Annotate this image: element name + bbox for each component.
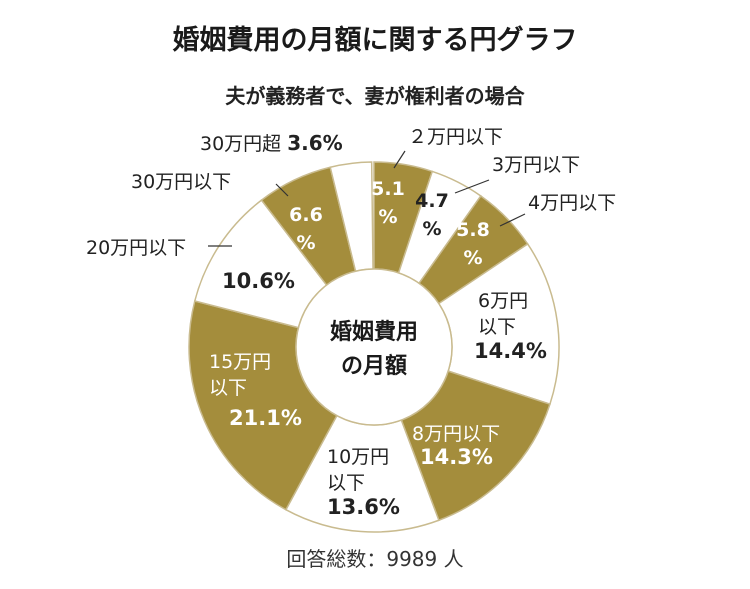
chart-subtitle: 夫が義務者で、妻が権利者の場合 bbox=[225, 84, 525, 108]
slice-1-value-label: 5.1 bbox=[371, 178, 405, 200]
slice-3-leader-line bbox=[499, 213, 526, 227]
slice-2-value-label: 4.7 bbox=[415, 190, 449, 212]
slice-7-category-label: 以下 bbox=[209, 377, 247, 399]
slice-3-category-label: 4万円以下 bbox=[528, 192, 616, 214]
slice-9-category-label: 30万円以下 bbox=[131, 171, 231, 193]
slice-10-category-label: 30万円超 3.6% bbox=[200, 131, 343, 155]
slice-9-value-percent: % bbox=[296, 232, 315, 254]
slice-6-category-label: 以下 bbox=[327, 472, 365, 494]
slice-3-value-label: 5.8 bbox=[456, 219, 490, 241]
slice-8-value-label: 10.6% bbox=[222, 269, 295, 293]
chart-title: 婚姻費用の月額に関する円グラフ bbox=[172, 25, 578, 56]
slice-4-category-label: 以下 bbox=[478, 316, 516, 338]
center-label: 婚姻費用 bbox=[330, 319, 418, 345]
slice-4-category-label: 6万円 bbox=[478, 290, 528, 312]
donut-hole bbox=[295, 268, 453, 426]
slice-4-value-label: 14.4% bbox=[474, 339, 547, 363]
slice-10-value-label: 3.6% bbox=[287, 131, 342, 155]
slice-1-leader-line bbox=[393, 150, 406, 169]
slice-9-value-label: 6.6 bbox=[289, 204, 323, 226]
slice-1-value-percent: % bbox=[378, 206, 397, 228]
slice-1-category-label: ２万円以下 bbox=[408, 126, 503, 148]
response-count: 回答総数：9989 人 bbox=[286, 547, 464, 571]
slice-6-category-label: 10万円 bbox=[327, 446, 389, 468]
center-label: の月額 bbox=[341, 353, 407, 379]
slice-5-category-label: 8万円以下 bbox=[412, 423, 500, 445]
slice-7-category-label: 15万円 bbox=[209, 351, 271, 373]
slice-2-leader-line bbox=[454, 179, 490, 194]
slice-6-value-label: 13.6% bbox=[327, 495, 400, 519]
slice-5-value-label: 14.3% bbox=[420, 445, 493, 469]
slice-2-category-label: 3万円以下 bbox=[492, 154, 580, 176]
slice-9-leader-line bbox=[275, 183, 289, 197]
slice-2-value-percent: % bbox=[422, 218, 441, 240]
slice-3-value-percent: % bbox=[463, 247, 482, 269]
slice-8-category-label: 20万円以下 bbox=[86, 237, 186, 259]
slice-7-value-label: 21.1% bbox=[229, 406, 302, 430]
